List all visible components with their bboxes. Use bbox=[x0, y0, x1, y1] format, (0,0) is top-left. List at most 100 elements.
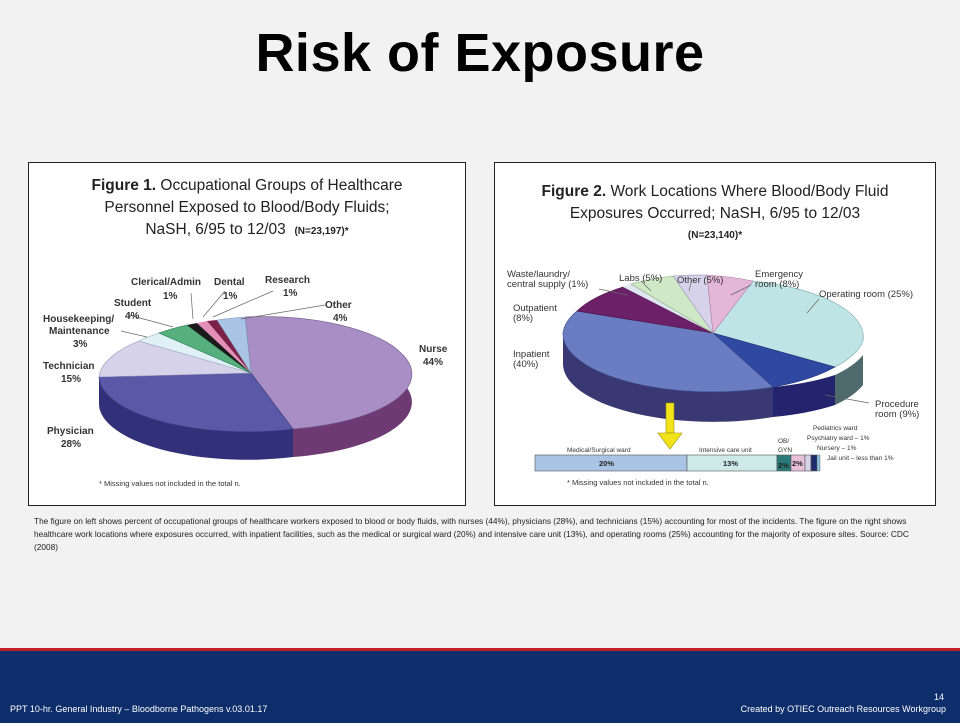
figure-1-n: (N=23,197)* bbox=[294, 226, 349, 237]
pie2-label-inpatient-1: Inpatient bbox=[513, 349, 550, 360]
pie1-label-dental-pct: 1% bbox=[223, 291, 238, 302]
bar-caption-pediatrics: Pediatrics ward bbox=[813, 425, 858, 432]
pie1-label-research-pct: 1% bbox=[283, 288, 298, 299]
pie2-slice-waste bbox=[623, 284, 713, 333]
bar-psych bbox=[804, 454, 812, 472]
figure-1-panel: Figure 1. Occupational Groups of Healthc… bbox=[28, 162, 466, 506]
pie1-leader-student bbox=[128, 314, 174, 328]
bar-jail bbox=[816, 454, 821, 472]
pie2-leader-other bbox=[688, 282, 692, 292]
pie2-slice-procedure bbox=[712, 332, 836, 388]
pie1-slice-technician bbox=[98, 340, 252, 378]
pie1-label-maintenance: Maintenance bbox=[49, 326, 110, 337]
bar-caption-psych: Psychiatry ward – 1% bbox=[807, 435, 870, 442]
footer-band bbox=[0, 648, 960, 723]
figure-1-heading: Figure 1. bbox=[91, 177, 157, 194]
pie1-slice-other bbox=[216, 316, 252, 374]
bar-label-medsurg-pct: 20% bbox=[599, 459, 614, 468]
pie1-side-physician bbox=[99, 377, 293, 460]
pie2-label-other: Other (5%) bbox=[677, 275, 723, 286]
pie2-label-outpatient-2: (8%) bbox=[513, 313, 533, 324]
pie1-leader-housekeeping bbox=[120, 330, 148, 338]
pie1-leader-clerical bbox=[190, 292, 194, 320]
pie2-label-procedure-1: Procedure bbox=[875, 399, 919, 410]
pie1-label-physician: Physician bbox=[47, 426, 94, 437]
pie1-label-housekeeping-pct: 3% bbox=[73, 339, 88, 350]
pie1-label-nurse: Nurse bbox=[419, 344, 448, 355]
pie1-label-research: Research bbox=[265, 275, 310, 286]
slide-title: Risk of Exposure bbox=[255, 23, 705, 83]
figure-1-title: Figure 1. Occupational Groups of Healthc… bbox=[29, 175, 465, 243]
inpatient-breakdown-bar bbox=[534, 454, 821, 472]
bar-caption-medsurg: Medical/Surgical ward bbox=[567, 447, 631, 454]
bar-caption-obgyn-1: OB/ bbox=[778, 438, 789, 445]
pie2-label-operating: Operating room (25%) bbox=[819, 289, 913, 300]
pie1-leader-research bbox=[212, 290, 274, 318]
pie1-label-physician-pct: 28% bbox=[61, 439, 81, 450]
figure-1-title-line3: NaSH, 6/95 to 12/03 bbox=[145, 221, 286, 238]
pie1-label-housekeeping: Housekeeping/ bbox=[43, 314, 114, 325]
figure-1-footnote: * Missing values not included in the tot… bbox=[99, 479, 241, 488]
pie1-label-dental: Dental bbox=[214, 277, 245, 288]
pie2-side-operating bbox=[835, 355, 863, 405]
figure-2-title-line1: Work Locations Where Blood/Body Fluid bbox=[610, 183, 889, 200]
footer-credit: Created by OTIEC Outreach Resources Work… bbox=[740, 704, 946, 714]
bar-label-icu-pct: 13% bbox=[723, 459, 738, 468]
page-number: 14 bbox=[933, 692, 944, 702]
pie2-slice-inpatient bbox=[562, 310, 774, 393]
bar-caption-icu: Intensive care unit bbox=[699, 447, 752, 454]
figure-1-title-line2: Personnel Exposed to Blood/Body Fluids; bbox=[104, 199, 390, 216]
pie2-side-inpatient bbox=[562, 333, 773, 422]
figure-2-n: (N=23,140)* bbox=[687, 230, 743, 241]
pie2-slice-operating bbox=[712, 280, 864, 368]
bar-caption-obgyn-2: GYN bbox=[778, 447, 792, 454]
slide-caption: The figure on left shows percent of occu… bbox=[34, 516, 909, 552]
pie2-label-labs: Labs (5%) bbox=[619, 273, 662, 284]
pie1-side-nurse bbox=[293, 353, 412, 457]
pie1-slice-student bbox=[158, 324, 252, 374]
pie1-slice-nurse bbox=[244, 316, 413, 430]
figure-2-footnote: * Missing values not included in the tot… bbox=[567, 478, 709, 487]
pie1-label-student-pct: 4% bbox=[125, 311, 140, 322]
pie1-label-clerical: Clerical/Admin bbox=[131, 277, 201, 288]
pie1-label-student: Student bbox=[114, 298, 152, 309]
pie2-leader-procedure bbox=[824, 394, 870, 404]
pie2-label-emergency-2: room (8%) bbox=[755, 279, 799, 290]
pie2-leader-emergency bbox=[730, 284, 752, 296]
figure-2-title-line2: Exposures Occurred; NaSH, 6/95 to 12/03 bbox=[569, 205, 861, 222]
pie1-label-nurse-pct: 44% bbox=[423, 357, 443, 368]
pie2-leader-operating bbox=[806, 298, 820, 314]
pie2-label-inpatient-2: (40%) bbox=[513, 359, 538, 370]
pie1-leader-dental bbox=[202, 290, 226, 318]
pie2-leader-waste bbox=[598, 288, 628, 296]
figure-2-title: Figure 2. Work Locations Where Blood/Bod… bbox=[495, 181, 935, 247]
pie2-leader-labs bbox=[640, 280, 652, 292]
pie2-label-procedure-2: room (9%) bbox=[875, 409, 919, 420]
pie2-label-waste-2: central supply (1%) bbox=[507, 279, 588, 290]
pie1-label-technician: Technician bbox=[43, 361, 95, 372]
pie1-label-clerical-pct: 1% bbox=[163, 291, 178, 302]
pie1-slice-research bbox=[207, 320, 251, 373]
figure-1-title-line1: Occupational Groups of Healthcare bbox=[160, 177, 403, 194]
pie2-side-procedure bbox=[773, 375, 835, 417]
pie2-label-waste-1: Waste/laundry/ bbox=[507, 269, 570, 280]
pie2-slice-outpatient bbox=[576, 286, 714, 334]
pie2-label-outpatient-1: Outpatient bbox=[513, 303, 557, 314]
drilldown-arrow-icon bbox=[657, 402, 683, 450]
pie1-leader-other bbox=[240, 304, 326, 320]
pie1-slice-physician bbox=[98, 372, 294, 433]
pie1-label-other-pct: 4% bbox=[333, 313, 348, 324]
pie1-slice-dental bbox=[197, 321, 251, 373]
figure-2-pie-chart: Waste/laundry/ central supply (1%) Labs … bbox=[507, 269, 919, 472]
figure-2-heading: Figure 2. bbox=[541, 183, 607, 200]
bar-caption-jail: Jail unit – less than 1% bbox=[827, 455, 894, 462]
pie1-label-technician-pct: 15% bbox=[61, 374, 81, 385]
bar-nursery bbox=[810, 454, 818, 472]
bar-label-obgyn-pct: 2% bbox=[778, 461, 789, 470]
pie1-label-other: Other bbox=[325, 300, 352, 311]
footer-course-label: PPT 10-hr. General Industry – Bloodborne… bbox=[10, 704, 268, 714]
bar-label-peds-pct: 2% bbox=[792, 459, 803, 468]
figure-2-panel: Figure 2. Work Locations Where Blood/Bod… bbox=[494, 162, 936, 506]
bar-caption-nursery: Nursery – 1% bbox=[817, 445, 857, 452]
figure-1-pie-chart: Clerical/Admin 1% Dental 1% Research 1% … bbox=[43, 275, 448, 460]
